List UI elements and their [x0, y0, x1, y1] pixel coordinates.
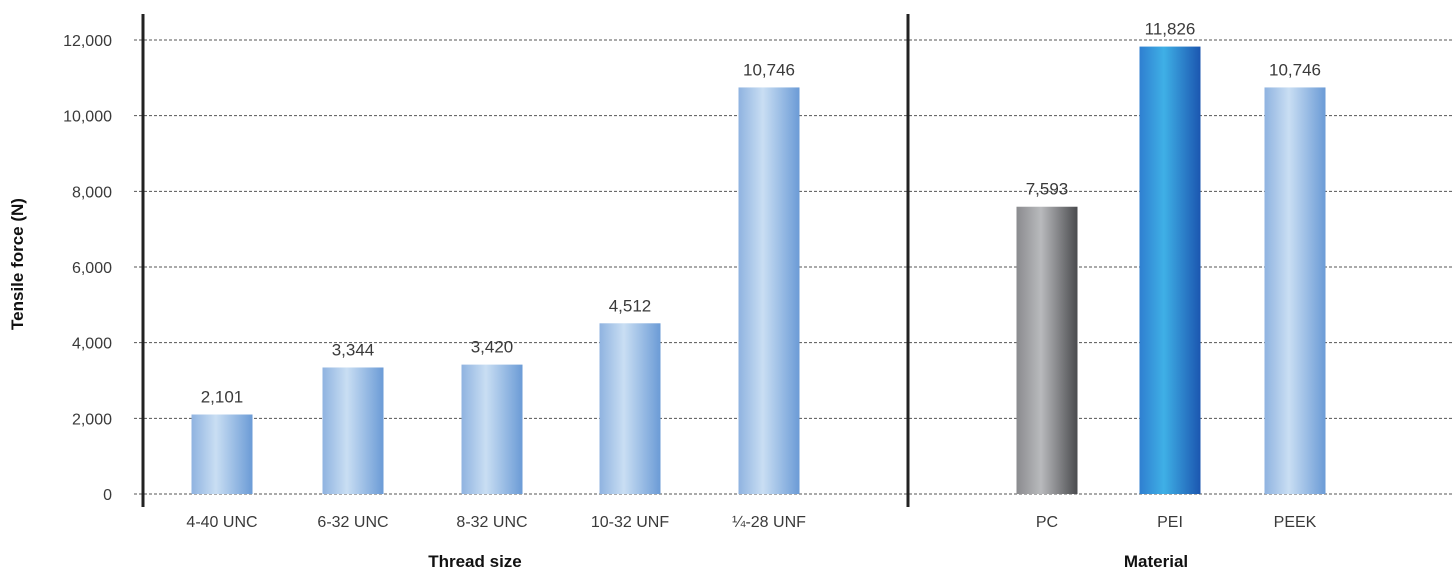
- category-label: PC: [1036, 514, 1058, 531]
- category-label: ¼-28 UNF: [732, 514, 806, 531]
- y-axis-title: Tensile force (N): [8, 198, 27, 330]
- labels: 2,101 4-40 UNC 3,344 6-32 UNC 3,420 8-32 UNC 4…: [186, 20, 1321, 531]
- bar: [461, 364, 523, 494]
- bar: [191, 414, 253, 494]
- y-tick-label: 10,000: [63, 109, 112, 126]
- axes: [141, 14, 910, 507]
- y-ticks: 0 2,000 4,000 6,000 8,000 10,000 12,000: [63, 33, 112, 504]
- bar-value-label: 10,746: [1269, 60, 1321, 79]
- bar-value-label: 3,420: [471, 338, 514, 357]
- bar: [1264, 87, 1326, 495]
- bars: [191, 46, 1326, 495]
- category-label: 8-32 UNC: [456, 514, 527, 531]
- category-label: PEEK: [1274, 514, 1317, 531]
- bar: [599, 323, 661, 494]
- y-tick-label: 2,000: [72, 411, 112, 428]
- category-label: 10-32 UNF: [591, 514, 669, 531]
- bar-value-label: 10,746: [743, 60, 795, 79]
- bar: [322, 367, 384, 494]
- y-tick-label: 8,000: [72, 184, 112, 201]
- bar-value-label: 11,826: [1145, 20, 1196, 39]
- y-tick-label: 6,000: [72, 260, 112, 277]
- y-tick-label: 4,000: [72, 336, 112, 353]
- bar: [738, 87, 800, 495]
- y-tick-label: 12,000: [63, 33, 112, 50]
- bar-value-label: 7,593: [1026, 180, 1069, 199]
- category-label: 4-40 UNC: [186, 514, 257, 531]
- x-axis-title-material: Material: [1124, 552, 1188, 571]
- bar: [1139, 46, 1201, 494]
- bar-value-label: 2,101: [201, 388, 244, 407]
- bar-value-label: 4,512: [609, 296, 652, 315]
- y-tick-label: 0: [103, 487, 112, 504]
- bar-value-label: 3,344: [332, 340, 375, 359]
- bar: [1016, 206, 1078, 494]
- category-label: PEI: [1157, 514, 1183, 531]
- x-axis-title-thread-size: Thread size: [428, 552, 522, 571]
- category-label: 6-32 UNC: [317, 514, 388, 531]
